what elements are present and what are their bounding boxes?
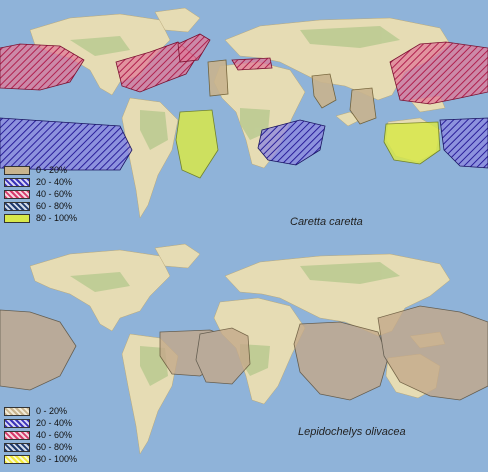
- legend-lepidochelys: 0 - 20% 20 - 40% 40 - 60% 60 - 80% 80 - …: [4, 405, 77, 465]
- legend-row: 60 - 80%: [4, 441, 77, 453]
- legend-row: 20 - 40%: [4, 176, 77, 188]
- world-map-caretta: [0, 0, 488, 236]
- legend-swatch-20-40: [4, 418, 30, 428]
- zone-0-20-indian-ocean: [293, 321, 389, 401]
- legend-label: 40 - 60%: [36, 430, 73, 440]
- zone-40-60-west-pacific: [389, 41, 488, 105]
- legend-row: 80 - 100%: [4, 453, 77, 465]
- legend-row: 60 - 80%: [4, 200, 77, 212]
- legend-label: 80 - 100%: [36, 213, 78, 223]
- zone-40-60-east-pacific: [0, 43, 85, 91]
- legend-swatch-80-100: [4, 454, 30, 464]
- map-panel-lepidochelys: 0 - 20% 20 - 40% 40 - 60% 60 - 80% 80 - …: [0, 236, 488, 472]
- legend-swatch-80-100: [4, 213, 30, 223]
- legend-label: 20 - 40%: [36, 177, 73, 187]
- zone-20-40-south-pacific: [0, 117, 133, 171]
- legend-label: 80 - 100%: [36, 454, 78, 464]
- vegetation: [70, 26, 400, 150]
- zone-0-20-east-pacific: [0, 309, 77, 391]
- legend-row: 0 - 20%: [4, 164, 77, 176]
- zone-0-20-gulf-of-guinea: [195, 327, 251, 385]
- legend-row: 40 - 60%: [4, 188, 77, 200]
- world-map-lepidochelys: [0, 236, 488, 472]
- legend-label: 40 - 60%: [36, 189, 73, 199]
- zone-80-100-south-atlantic: [175, 109, 219, 179]
- legend-swatch-60-80: [4, 442, 30, 452]
- legend-row: 80 - 100%: [4, 212, 77, 224]
- zone-80-100-australia: [383, 121, 441, 165]
- legend-label: 0 - 20%: [36, 406, 68, 416]
- zone-40-60-atlantic-east: [177, 33, 211, 63]
- legend-label: 60 - 80%: [36, 442, 73, 452]
- zone-40-60-north-atlantic: [115, 41, 197, 93]
- legend-row: 20 - 40%: [4, 417, 77, 429]
- legend-swatch-40-60: [4, 189, 30, 199]
- distribution-zones-lepidochelys: [0, 305, 488, 401]
- zone-0-20-bay-of-bengal: [349, 87, 377, 125]
- species-name: Lepidochelys olivacea: [298, 426, 406, 438]
- zone-20-40-east-australia: [439, 117, 488, 169]
- zone-0-20-arabian: [311, 73, 337, 109]
- zone-20-40-indian-ocean: [257, 119, 326, 166]
- legend-label: 20 - 40%: [36, 418, 73, 428]
- legend-swatch-20-40: [4, 177, 30, 187]
- distribution-zones-caretta: [0, 33, 488, 179]
- species-name: Caretta caretta: [290, 216, 363, 228]
- legend-swatch-60-80: [4, 201, 30, 211]
- legend-row: 40 - 60%: [4, 429, 77, 441]
- map-panel-caretta: 0 - 20% 20 - 40% 40 - 60% 60 - 80% 80 - …: [0, 0, 488, 236]
- zone-40-60-mediterranean: [231, 57, 273, 71]
- legend-swatch-0-20: [4, 165, 30, 175]
- legend-caretta: 0 - 20% 20 - 40% 40 - 60% 60 - 80% 80 - …: [4, 164, 77, 224]
- zone-0-20-west-pacific: [377, 305, 488, 401]
- legend-row: 0 - 20%: [4, 405, 77, 417]
- legend-label: 0 - 20%: [36, 165, 68, 175]
- legend-label: 60 - 80%: [36, 201, 73, 211]
- legend-swatch-0-20: [4, 406, 30, 416]
- legend-swatch-40-60: [4, 430, 30, 440]
- zone-0-20-west-africa: [207, 59, 229, 97]
